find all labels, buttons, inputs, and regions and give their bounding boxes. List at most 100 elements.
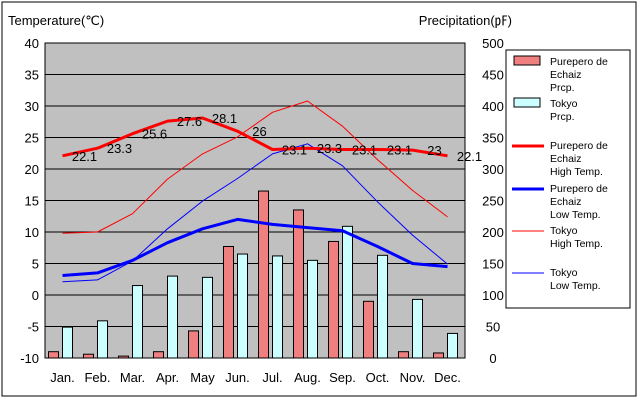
data-label: 23.3 [317, 141, 342, 156]
right-axis-title: Precipitation(㎊) [419, 13, 512, 29]
data-label: 23.1 [282, 142, 307, 157]
legend-label: Tokyo [550, 98, 578, 110]
plot-border [44, 42, 466, 359]
right-tick-label: 250 [482, 194, 504, 209]
legend-label: Tokyo [550, 267, 578, 279]
bar-tokyo-prcp [167, 275, 178, 359]
bar-tokyo-prcp [272, 255, 283, 359]
bar-tokyo-prcp [237, 253, 248, 359]
legend-label: Purepero de [550, 140, 608, 152]
right-tick-label: 300 [482, 162, 504, 177]
x-tick-label: Feb. [84, 370, 110, 385]
data-label: 28.1 [212, 111, 237, 126]
series-line-3 [62, 143, 448, 283]
bar-tokyo-prcp [447, 332, 458, 359]
legend-box [505, 49, 631, 309]
series-line-1 [62, 217, 448, 277]
x-tick-label: Jan. [50, 370, 75, 385]
bar-purepero-prcp [258, 190, 269, 359]
data-label: 25.6 [142, 127, 167, 142]
bar-tokyo-prcp [412, 298, 423, 359]
bar-tokyo-prcp [132, 285, 143, 359]
left-tick-label: 30 [25, 99, 39, 114]
right-tick-label: 450 [482, 68, 504, 83]
left-tick-label: 10 [25, 225, 39, 240]
temperature-lines [62, 100, 448, 283]
legend-label: Purepero de [550, 56, 608, 68]
legend-label: Purepero de [550, 183, 608, 195]
data-label: 26 [252, 124, 266, 139]
data-label: 23.1 [352, 142, 377, 157]
x-tick-label: Dec. [434, 370, 461, 385]
left-tick-label: 0 [32, 288, 39, 303]
bar-purepero-prcp [188, 330, 199, 359]
bar-purepero-prcp [153, 351, 164, 359]
right-tick-label: 500 [482, 36, 504, 51]
data-label: 27.6 [177, 114, 202, 129]
left-tick-label: 35 [25, 68, 39, 83]
x-tick-label: Apr. [156, 370, 179, 385]
data-label: 23.1 [387, 142, 412, 157]
data-labels: 22.1 23.3 25.6 27.6 28.1 26 23.1 23.3 23.1 23.1 23… [72, 111, 482, 164]
left-tick-label: 20 [25, 162, 39, 177]
x-tick-label: Mar. [120, 370, 145, 385]
x-tick-label: Aug. [294, 370, 321, 385]
left-tick-label: -5 [27, 320, 39, 335]
bar-tokyo-prcp [377, 254, 388, 359]
left-tick-label: 40 [25, 36, 39, 51]
right-tick-label: 350 [482, 131, 504, 146]
x-tick-label: Nov. [400, 370, 426, 385]
bar-purepero-prcp [328, 240, 339, 359]
series-line-0 [62, 116, 448, 158]
legend-label: High Temp. [550, 238, 603, 250]
left-axis-title: Temperature(℃) [8, 13, 104, 28]
x-tick-label: May [190, 370, 215, 385]
bar-tokyo-prcp [342, 225, 353, 359]
right-tick-label: 150 [482, 257, 504, 272]
left-tick-label: 15 [25, 194, 39, 209]
left-tick-label: -10 [20, 351, 39, 366]
bar-purepero-prcp [398, 351, 409, 359]
bar-tokyo-prcp [307, 259, 318, 359]
left-tick-label: 5 [32, 257, 39, 272]
right-tick-label: 0 [489, 351, 496, 366]
right-tick-label: 50 [486, 320, 500, 335]
bar-tokyo-prcp [202, 276, 213, 359]
bar-purepero-prcp [48, 351, 59, 359]
legend-label: Low Temp. [550, 209, 601, 221]
legend-swatch [513, 55, 541, 66]
x-tick-label: Oct. [366, 370, 390, 385]
x-tick-label: Sep. [329, 370, 356, 385]
legend-label: Echaiz [550, 153, 582, 165]
bar-tokyo-prcp [97, 320, 108, 359]
legend-label: Echaiz [550, 69, 582, 81]
right-tick-label: 400 [482, 99, 504, 114]
data-label: 23.3 [107, 141, 132, 156]
bar-purepero-prcp [293, 209, 304, 359]
x-tick-label: Jun. [225, 370, 250, 385]
axis-ticks: -10-505101520253035400501001502002503003… [20, 36, 504, 385]
legend: Purepero deEchaizPrcp.TokyoPrcp.Purepero… [505, 49, 631, 309]
left-tick-label: 25 [25, 131, 39, 146]
legend-label: Low Temp. [550, 280, 601, 292]
legend-label: Echaiz [550, 196, 582, 208]
bar-purepero-prcp [223, 245, 234, 359]
series-line-2 [62, 100, 448, 234]
legend-swatch [513, 97, 541, 108]
bar-tokyo-prcp [62, 326, 73, 359]
x-tick-label: Jul. [262, 370, 282, 385]
bar-purepero-prcp [433, 352, 444, 359]
data-label: 23 [427, 143, 441, 158]
legend-label: Prcp. [550, 111, 575, 123]
legend-label: Prcp. [550, 82, 575, 94]
bar-purepero-prcp [83, 353, 94, 359]
bar-purepero-prcp [363, 300, 374, 359]
data-label: 22.1 [457, 149, 482, 164]
precipitation-bars [48, 190, 458, 359]
right-tick-label: 100 [482, 288, 504, 303]
data-label: 22.1 [72, 149, 97, 164]
right-tick-label: 200 [482, 225, 504, 240]
legend-label: High Temp. [550, 166, 603, 178]
